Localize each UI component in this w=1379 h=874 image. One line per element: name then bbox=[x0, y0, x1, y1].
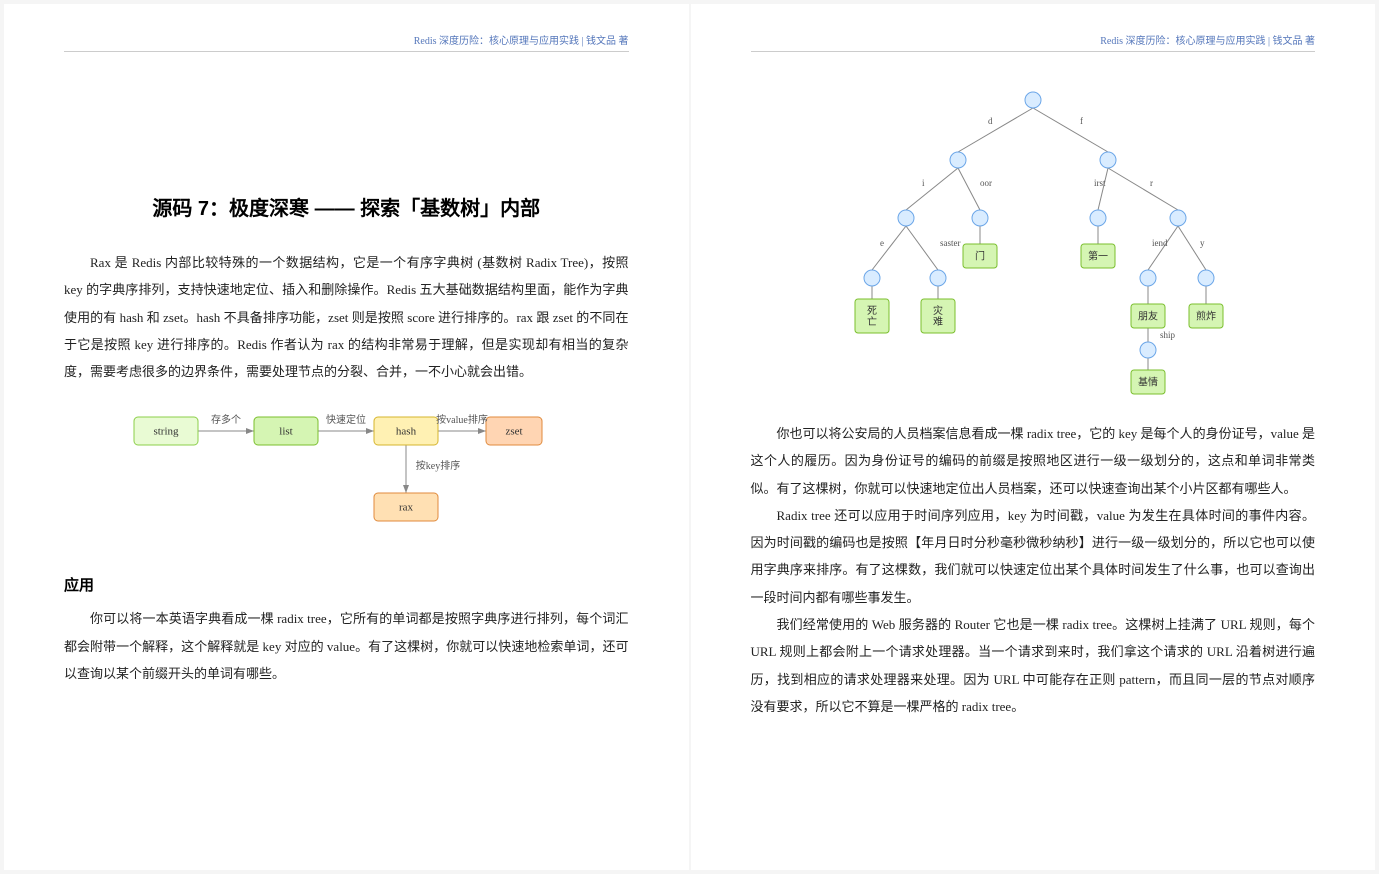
svg-text:ship: ship bbox=[1160, 330, 1176, 340]
svg-text:saster: saster bbox=[940, 238, 961, 248]
page-left: Redis 深度历险：核心原理与应用实践 | 钱文品 著 源码 7：极度深寒 —… bbox=[4, 4, 689, 870]
left-para-1: Rax 是 Redis 内部比较特殊的一个数据结构，它是一个有序字典树 (基数树… bbox=[64, 249, 629, 385]
tree-node-oor bbox=[972, 210, 988, 226]
svg-text:oor: oor bbox=[980, 178, 992, 188]
tree-node-iend bbox=[1140, 270, 1156, 286]
page-right: Redis 深度历险：核心原理与应用实践 | 钱文品 著 d f i oor irst r… bbox=[691, 4, 1376, 870]
tree-node-irst bbox=[1090, 210, 1106, 226]
svg-text:第一: 第一 bbox=[1088, 249, 1108, 262]
svg-text:iend: iend bbox=[1152, 238, 1168, 248]
svg-text:list: list bbox=[280, 426, 293, 438]
right-para-3: 我们经常使用的 Web 服务器的 Router 它也是一棵 radix tree… bbox=[751, 611, 1316, 720]
svg-text:难: 难 bbox=[933, 316, 943, 328]
right-para-2: Radix tree 还可以应用于时间序列应用，key 为时间戳，value 为… bbox=[751, 502, 1316, 611]
page-header-right: Redis 深度历险：核心原理与应用实践 | 钱文品 著 bbox=[751, 32, 1316, 52]
svg-text:灾: 灾 bbox=[933, 304, 943, 317]
left-para-2: 你可以将一本英语字典看成一棵 radix tree，它所有的单词都是按照字典序进… bbox=[64, 605, 629, 687]
tree-node-saster bbox=[930, 270, 946, 286]
tree-node-e bbox=[864, 270, 880, 286]
svg-text:d: d bbox=[988, 116, 993, 126]
tree-node-i bbox=[898, 210, 914, 226]
tree-node-r bbox=[1170, 210, 1186, 226]
svg-text:f: f bbox=[1080, 116, 1083, 126]
svg-text:r: r bbox=[1150, 178, 1153, 188]
svg-text:string: string bbox=[154, 426, 180, 438]
svg-text:i: i bbox=[922, 178, 925, 188]
svg-text:快速定位: 快速定位 bbox=[326, 413, 366, 426]
svg-text:存多个: 存多个 bbox=[211, 413, 241, 426]
chapter-title: 源码 7：极度深寒 —— 探索「基数树」内部 bbox=[64, 192, 629, 221]
svg-text:朋友: 朋友 bbox=[1138, 309, 1158, 322]
svg-text:基情: 基情 bbox=[1138, 375, 1158, 388]
svg-text:irst: irst bbox=[1094, 178, 1106, 188]
svg-text:死: 死 bbox=[867, 306, 877, 317]
svg-text:门: 门 bbox=[975, 249, 985, 262]
tree-node-ship bbox=[1140, 342, 1156, 358]
tree-node-f bbox=[1100, 152, 1116, 168]
tree-node-y bbox=[1198, 270, 1214, 286]
svg-text:亡: 亡 bbox=[867, 315, 877, 328]
subhead-application: 应用 bbox=[64, 574, 629, 595]
svg-text:e: e bbox=[880, 238, 884, 248]
svg-text:煎炸: 煎炸 bbox=[1196, 309, 1216, 322]
svg-text:按value排序: 按value排序 bbox=[436, 413, 488, 426]
tree-node-d bbox=[950, 152, 966, 168]
svg-text:rax: rax bbox=[399, 502, 414, 514]
right-para-1: 你也可以将公安局的人员档案信息看成一棵 radix tree，它的 key 是每… bbox=[751, 420, 1316, 502]
svg-text:y: y bbox=[1200, 238, 1205, 248]
svg-text:按key排序: 按key排序 bbox=[416, 459, 460, 472]
svg-text:hash: hash bbox=[396, 426, 417, 438]
flow-diagram: string list hash zset rax 存多个 快速定位 按value排序按key… bbox=[126, 403, 566, 548]
page-header-left: Redis 深度历险：核心原理与应用实践 | 钱文品 著 bbox=[64, 32, 629, 52]
tree-node-root bbox=[1025, 92, 1041, 108]
radix-tree-diagram: d f i oor irst r e saster iend y ship 门 第一死亡 灾难 朋友 煎炸基情 bbox=[798, 82, 1268, 402]
svg-text:zset: zset bbox=[506, 426, 523, 438]
